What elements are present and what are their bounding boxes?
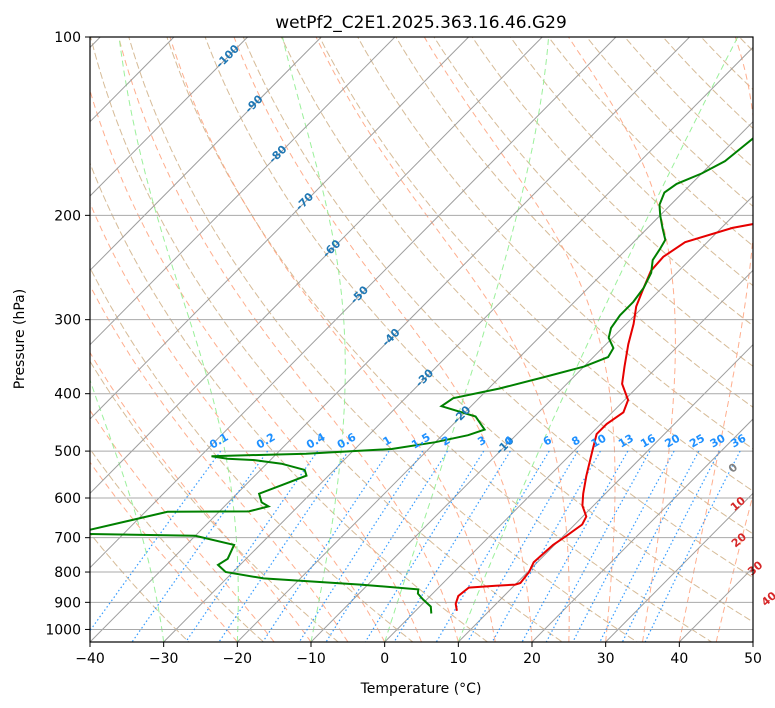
mixing-ratio-line <box>262 450 390 642</box>
dry-adiabat <box>509 37 753 287</box>
moist-adiabat <box>90 409 275 642</box>
isotherm <box>531 418 753 642</box>
isotherm <box>384 269 753 642</box>
isotherm <box>90 37 322 272</box>
moist-adiabat <box>90 88 422 642</box>
moist-adiabat <box>233 37 533 642</box>
moist-adiabat <box>715 493 753 642</box>
moist-adiabat <box>423 37 616 642</box>
isotherm <box>90 37 469 420</box>
dry-adiabat <box>280 37 753 535</box>
y-tick-label: 700 <box>54 531 81 547</box>
isotherm <box>90 37 617 569</box>
moist-adiabat-green <box>282 37 346 642</box>
plot-frame <box>89 36 754 643</box>
mixing-ratio-line <box>491 450 601 642</box>
x-tick-label: −20 <box>223 651 253 667</box>
y-tick-label: 500 <box>54 444 81 460</box>
dry-adiabat <box>90 37 564 642</box>
axes: −40 −30 −20 −10 0 10 20 30 40 50 100 200 300 400 500 60… <box>45 30 762 667</box>
dry-adiabat <box>357 37 753 450</box>
mixing-ratio-line <box>521 450 629 642</box>
mixing-ratio-line <box>218 450 349 642</box>
dry-adiabat <box>433 37 753 367</box>
dry-adiabat <box>471 37 753 327</box>
moist-adiabat <box>169 37 496 642</box>
y-tick-label: 400 <box>54 387 81 403</box>
chart-title: wetPf2_C2E1.2025.363.16.46.G29 <box>275 13 567 33</box>
moist-adiabat-green <box>457 37 739 642</box>
y-tick-label: 600 <box>54 491 81 507</box>
moist-adiabat <box>678 37 753 642</box>
mixing-ratio-line <box>185 450 319 642</box>
x-tick-label: −10 <box>296 651 326 667</box>
dry-adiabat <box>90 360 340 642</box>
profile-lines <box>90 137 753 614</box>
dry-adiabat <box>319 37 753 492</box>
y-tick-label: 800 <box>54 565 81 581</box>
x-axis-label: Temperature (°C) <box>360 681 482 697</box>
dry-adiabat <box>90 532 190 642</box>
moist-adiabat <box>568 37 676 642</box>
dry-adiabat <box>90 448 265 642</box>
isotherm <box>605 492 753 642</box>
mixing-ratio-line <box>131 450 269 642</box>
x-tick-label: −30 <box>149 651 179 667</box>
isotherm <box>90 37 396 346</box>
y-tick-label: 100 <box>54 30 81 46</box>
mixing-ratio-line <box>364 450 485 642</box>
mixing-ratio-line <box>644 450 741 642</box>
y-tick-label: 1000 <box>45 622 81 638</box>
x-tick-label: 30 <box>597 651 615 667</box>
mixing-ratio-line <box>466 450 579 642</box>
x-tick-label: 50 <box>744 651 762 667</box>
isotherm <box>236 120 753 642</box>
dry-adiabat <box>90 161 489 642</box>
mixing-ratio-line <box>572 450 675 642</box>
moist-adiabat <box>90 461 238 642</box>
temperature-profile-line <box>454 223 753 611</box>
y-tick-label: 200 <box>54 208 81 224</box>
x-tick-label: 40 <box>670 651 688 667</box>
moist-adiabat <box>118 37 459 642</box>
isotherm <box>90 37 543 495</box>
moist-adiabat <box>315 37 570 642</box>
x-tick-label: 20 <box>523 651 541 667</box>
mixing-ratio-line <box>393 450 511 642</box>
isotherm <box>90 37 690 642</box>
mixing-ratio-line <box>599 450 700 642</box>
isotherm <box>310 195 753 642</box>
x-tick-label: −40 <box>75 651 105 667</box>
moist-adiabat-green <box>384 37 550 642</box>
moist-adiabat-green <box>118 37 239 642</box>
y-tick-label: 900 <box>54 595 81 611</box>
y-axis-label: Pressure (hPa) <box>12 289 28 389</box>
isotherm <box>163 46 753 642</box>
dewpoint-profile-line <box>90 137 753 614</box>
background-reference-lines <box>90 37 753 642</box>
isotherm <box>90 37 248 197</box>
x-tick-label: 0 <box>380 651 389 667</box>
mixing-ratio-line <box>621 450 720 642</box>
dry-adiabat <box>128 37 638 642</box>
moist-adiabat-green <box>90 378 165 642</box>
mixing-ratio-line <box>545 450 651 642</box>
x-tick-label: 10 <box>449 651 467 667</box>
y-tick-label: 300 <box>54 313 81 329</box>
